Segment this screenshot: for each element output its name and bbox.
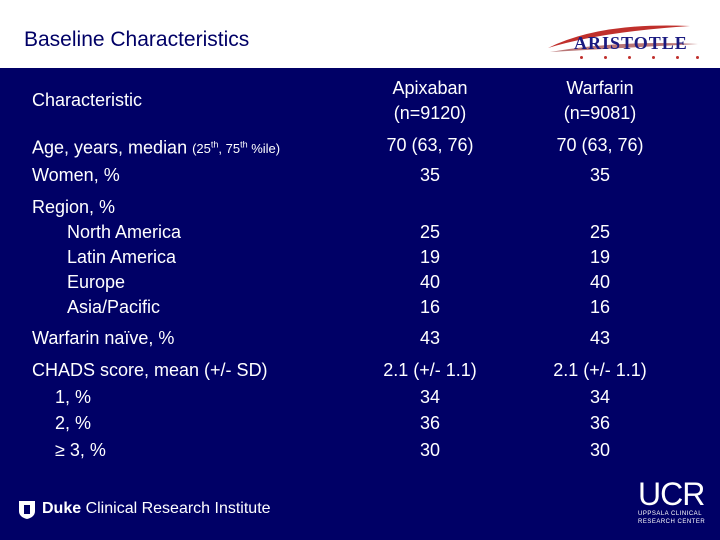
aristotle-dots-icon (580, 56, 700, 64)
row-region-europe-warfarin: 40 (589, 272, 611, 292)
row-region-asia-pacific-label: Asia/Pacific (67, 297, 161, 317)
row-region-asia-pacific-warfarin: 16 (589, 297, 611, 317)
header-apixaban-name: Apixaban (392, 78, 468, 98)
row-age-apixaban: 70 (63, 76) (386, 135, 474, 155)
aristotle-logo: ARISTOTLE (540, 18, 700, 66)
row-region-north-america-label: North America (67, 222, 182, 242)
header-apixaban-n: (n=9120) (393, 103, 467, 123)
row-age-label: Age, years, median (25th, 75th %ile) (32, 133, 280, 161)
row-chads-label: CHADS score, mean (+/- SD) (32, 360, 268, 380)
duke-logo-bold: Duke (42, 500, 82, 517)
row-chads-1-warfarin: 34 (589, 387, 611, 407)
header-warfarin: Warfarin (n=9081) (540, 76, 660, 126)
row-region-label: Region, % (32, 197, 116, 217)
duke-shield-icon (19, 501, 35, 519)
row-chads-2-label: 2, % (55, 413, 92, 433)
header-warfarin-name: Warfarin (566, 78, 634, 98)
row-women-label: Women, % (32, 165, 120, 185)
row-chads-3plus-warfarin: 30 (589, 440, 611, 460)
row-warfarin-naive-label: Warfarin naïve, % (32, 328, 175, 348)
row-region-latin-america-warfarin: 19 (589, 247, 611, 267)
ucr-logo-text: UCR (638, 476, 705, 512)
row-region-north-america-apixaban: 25 (419, 222, 441, 242)
header-apixaban: Apixaban (n=9120) (370, 76, 490, 126)
row-region-north-america-warfarin: 25 (589, 222, 611, 242)
title-bar: Baseline Characteristics ARISTOTLE (0, 0, 720, 72)
row-chads-1-apixaban: 34 (419, 387, 441, 407)
row-age-label-small: (25th, 75th %ile) (192, 140, 281, 157)
ucr-logo-sub2: RESEARCH CENTER (638, 519, 706, 525)
row-chads-3plus-label: ≥ 3, % (55, 440, 106, 460)
ucr-logo: UCR UPPSALA CLINICAL RESEARCH CENTER (638, 478, 710, 528)
row-chads-2-warfarin: 36 (589, 413, 611, 433)
row-chads-warfarin: 2.1 (+/- 1.1) (553, 360, 647, 380)
row-age-warfarin: 70 (63, 76) (556, 135, 644, 155)
aristotle-logo-text: ARISTOTLE (574, 33, 688, 53)
aristotle-swoosh-icon (548, 25, 698, 52)
row-warfarin-naive-apixaban: 43 (419, 328, 441, 348)
header-warfarin-n: (n=9081) (563, 103, 637, 123)
row-women-apixaban: 35 (419, 165, 441, 185)
row-chads-3plus-apixaban: 30 (419, 440, 441, 460)
slide-title: Baseline Characteristics (24, 28, 250, 51)
row-chads-apixaban: 2.1 (+/- 1.1) (383, 360, 477, 380)
duke-logo-rest: Clinical Research Institute (81, 500, 271, 517)
row-age-label-main: Age, years, median (32, 137, 193, 158)
row-women-warfarin: 35 (589, 165, 611, 185)
row-chads-2-apixaban: 36 (419, 413, 441, 433)
row-region-latin-america-label: Latin America (67, 247, 177, 267)
row-region-europe-label: Europe (67, 272, 126, 292)
duke-logo-text: Duke Clinical Research Institute (42, 500, 271, 518)
row-region-asia-pacific-apixaban: 16 (419, 297, 441, 317)
row-region-latin-america-apixaban: 19 (419, 247, 441, 267)
ucr-logo-sub1: UPPSALA CLINICAL (638, 511, 703, 517)
row-region-europe-apixaban: 40 (419, 272, 441, 292)
header-characteristic: Characteristic (32, 90, 143, 110)
row-chads-1-label: 1, % (55, 387, 92, 407)
row-warfarin-naive-warfarin: 43 (589, 328, 611, 348)
title-divider (0, 68, 720, 72)
